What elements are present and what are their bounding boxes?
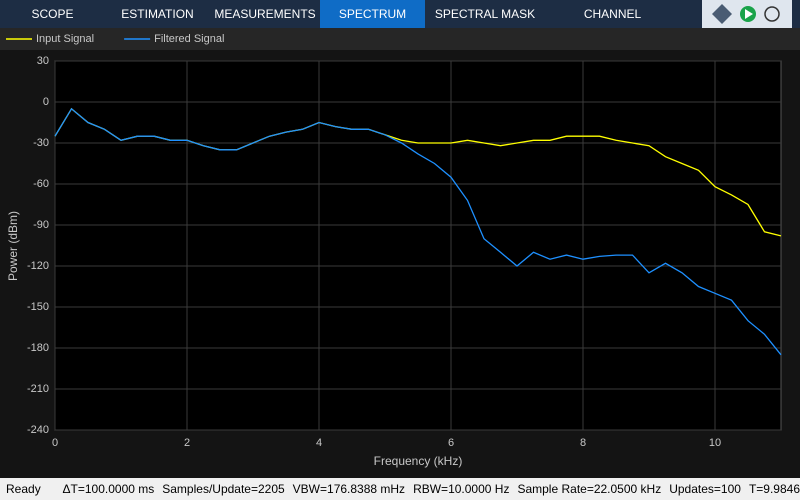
status-text: Sample Rate=22.0500 kHz [517, 482, 662, 496]
y-tick-label: -30 [33, 137, 49, 149]
icons [712, 4, 780, 24]
step-button[interactable] [764, 6, 780, 22]
legend-bar [0, 28, 800, 50]
y-tick-label: -60 [33, 178, 49, 190]
y-tick-label: -240 [27, 424, 49, 436]
y-tick-label: -150 [27, 301, 49, 313]
series-line [54, 107, 782, 356]
run-icon [745, 9, 753, 19]
x-axis-label: Frequency (kHz) [374, 454, 463, 468]
x-tick-label: 8 [580, 437, 586, 449]
y-tick-label: 0 [43, 96, 49, 108]
y-tick-label: 30 [37, 55, 49, 67]
diamond-icon[interactable] [712, 4, 732, 24]
x-tick-label: 4 [316, 437, 322, 449]
y-tick-label: -210 [27, 383, 49, 395]
toolbar-icons [702, 0, 792, 28]
tab[interactable]: SPECTRAL MASK [434, 7, 536, 21]
x-tick-label: 0 [52, 437, 58, 449]
legend-label: Filtered Signal [154, 33, 224, 45]
tab[interactable]: MEASUREMENTS [214, 7, 316, 21]
tab[interactable]: SPECTRUM [320, 0, 425, 28]
x-tick-label: 6 [448, 437, 454, 449]
status-text: VBW=176.8388 mHz [292, 482, 406, 496]
toolbar: SCOPE ESTIMATION MEASUREMENTS SPECTRUM SPECT… [0, 0, 800, 49]
status-text: Updates=100 [669, 482, 741, 496]
tab[interactable]: SCOPE [31, 7, 74, 21]
x-tick-label: 10 [709, 437, 721, 449]
status-bar: Ready ΔT=100.0000 ms Samples/Update=2205 VB… [0, 478, 800, 500]
y-tick-label: -180 [27, 342, 49, 354]
tab[interactable]: ESTIMATION [121, 7, 194, 21]
status-text: RBW=10.0000 Hz [413, 482, 510, 496]
y-tick-label: -90 [33, 219, 49, 231]
x-tick-label: 2 [184, 437, 190, 449]
legend-label: Input Signal [36, 33, 94, 45]
y-axis-label: Power (dBm) [6, 211, 20, 281]
axes [54, 60, 782, 431]
y-tick-label: -120 [27, 260, 49, 272]
scope-plot: Frequency (kHz) Power (dBm) 30 0 -30 -60 -90… [0, 28, 800, 468]
status-text: ΔT=100.0000 ms [62, 482, 155, 496]
status-text: Ready [6, 482, 41, 496]
status-text: Samples/Update=2205 [162, 482, 285, 496]
status-text: T=9.9846 [748, 482, 800, 496]
tab[interactable]: CHANNEL MEASUREMENTS [562, 7, 663, 49]
